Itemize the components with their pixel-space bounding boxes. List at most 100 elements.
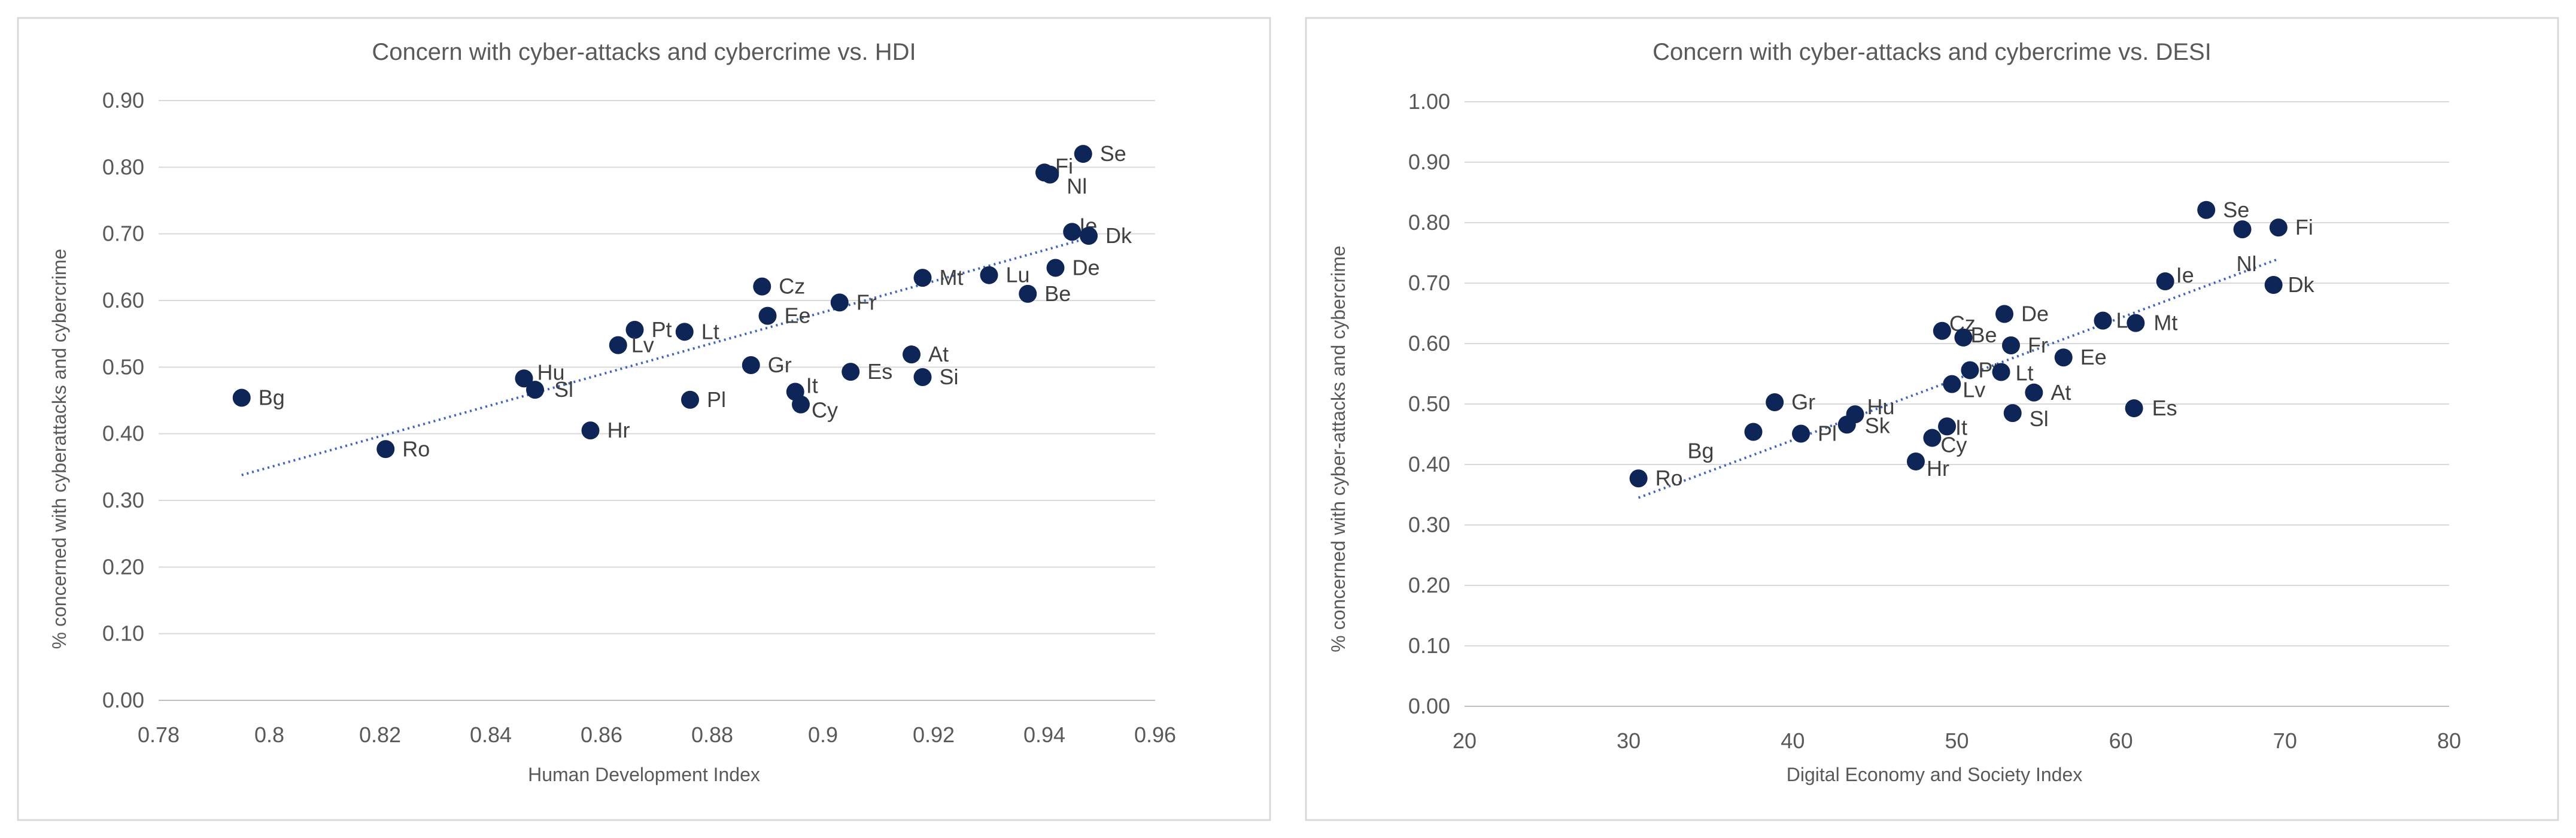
data-point-ro[interactable]: [376, 440, 395, 459]
x-tick-label: 70: [2273, 728, 2297, 753]
y-tick-label: 0.60: [1408, 331, 1450, 356]
x-tick-label: 40: [1781, 728, 1805, 753]
x-tick-label: 20: [1453, 728, 1477, 753]
data-point-fr[interactable]: [830, 293, 849, 312]
data-point-mt[interactable]: [2127, 314, 2145, 332]
data-point-lv[interactable]: [609, 336, 627, 354]
data-point-fi[interactable]: [2269, 218, 2288, 237]
data-point-hr[interactable]: [581, 421, 600, 440]
data-point-dk[interactable]: [2264, 276, 2283, 294]
data-point-lt[interactable]: [1992, 363, 2010, 381]
chart-frame: [1305, 17, 2559, 821]
data-point-ee[interactable]: [2054, 348, 2073, 367]
y-tick-label: 0.80: [102, 154, 144, 179]
data-label-es: Es: [2152, 396, 2177, 420]
data-label-pt: Pt: [652, 317, 672, 342]
data-label-it: It: [1955, 415, 1967, 439]
data-point-mt[interactable]: [913, 269, 932, 287]
y-tick-label: 0.00: [1408, 694, 1450, 718]
data-point-gr[interactable]: [1766, 393, 1784, 411]
y-tick-label: 0.70: [102, 221, 144, 246]
y-tick-label: 0.40: [1408, 452, 1450, 476]
data-label-fr: Fr: [856, 290, 877, 314]
data-label-cz: Cz: [779, 274, 805, 299]
x-tick-label: 0.84: [470, 722, 512, 747]
data-point-si[interactable]: [913, 368, 932, 387]
x-tick-label: 0.88: [691, 722, 733, 747]
data-point-hu[interactable]: [515, 369, 533, 388]
data-point-lt[interactable]: [675, 323, 694, 341]
data-point-pl[interactable]: [1792, 424, 1811, 443]
data-label-be: Be: [1044, 281, 1071, 306]
data-label-cy: Cy: [812, 398, 838, 423]
x-tick-label: 0.9: [808, 722, 838, 747]
data-label-lv: Lv: [1963, 378, 1985, 402]
data-point-pl[interactable]: [681, 390, 699, 409]
chart-panel-desi: Concern with cyber-attacks and cybercrim…: [1288, 0, 2576, 838]
x-axis-label: Digital Economy and Society Index: [1787, 764, 2082, 785]
data-point-cz[interactable]: [753, 277, 771, 296]
data-point-es[interactable]: [2125, 399, 2143, 418]
data-point-dk[interactable]: [1080, 227, 1098, 245]
data-point-pt[interactable]: [625, 320, 644, 339]
data-point-bg[interactable]: [1744, 423, 1763, 441]
data-label-lv: Lv: [631, 333, 654, 357]
data-point-pt[interactable]: [1961, 361, 1979, 379]
data-point-ee[interactable]: [758, 306, 777, 325]
data-label-lu: Lu: [1006, 263, 1030, 287]
data-point-lu[interactable]: [980, 266, 998, 284]
data-label-bg: Bg: [1688, 438, 1714, 463]
data-point-es[interactable]: [842, 363, 860, 381]
data-point-se[interactable]: [1074, 145, 1092, 163]
data-point-de[interactable]: [1995, 305, 2014, 323]
data-point-cy[interactable]: [1923, 429, 1942, 447]
data-point-ro[interactable]: [1629, 469, 1648, 488]
data-label-si: Si: [940, 365, 959, 389]
data-point-de[interactable]: [1046, 259, 1065, 277]
data-label-sl: Sl: [2030, 406, 2049, 431]
data-point-se[interactable]: [2197, 201, 2216, 219]
data-label-pl: Pl: [1818, 421, 1837, 445]
data-point-nl[interactable]: [1041, 165, 1059, 184]
data-point-sl[interactable]: [526, 381, 544, 399]
data-label-hr: Hr: [607, 418, 630, 442]
data-label-mt: Mt: [2153, 311, 2177, 335]
data-point-at[interactable]: [2025, 383, 2043, 402]
data-point-cy[interactable]: [792, 395, 810, 414]
data-point-hr[interactable]: [1906, 452, 1925, 470]
data-label-mt: Mt: [940, 265, 964, 290]
data-point-gr[interactable]: [742, 356, 760, 374]
y-axis-label: % concerned with cyberattacks and cyberc…: [48, 249, 70, 649]
data-point-bg[interactable]: [232, 388, 251, 407]
data-label-ro: Ro: [1655, 466, 1683, 490]
data-point-be[interactable]: [1954, 328, 1973, 347]
chart-title: Concern with cyber-attacks and cybercrim…: [372, 39, 916, 65]
data-label-fi: Fi: [2295, 215, 2313, 239]
x-axis-label: Human Development Index: [528, 764, 760, 785]
data-point-nl[interactable]: [2233, 220, 2252, 239]
x-tick-label: 0.86: [581, 722, 622, 747]
y-tick-label: 0.30: [1408, 512, 1450, 537]
x-tick-label: 50: [1945, 728, 1969, 753]
x-tick-label: 60: [2109, 728, 2133, 753]
data-label-ie: Ie: [2176, 263, 2194, 287]
data-point-at[interactable]: [903, 345, 921, 364]
data-point-it[interactable]: [1938, 417, 1957, 436]
y-tick-label: 0.50: [102, 354, 144, 379]
chart-frame: [17, 17, 1271, 821]
data-point-lu[interactable]: [2094, 311, 2112, 330]
data-label-lt: Lt: [2016, 360, 2034, 385]
data-label-se: Se: [2223, 198, 2249, 222]
data-point-cz[interactable]: [1933, 321, 1951, 340]
data-label-lt: Lt: [701, 319, 719, 344]
data-label-ro: Ro: [402, 436, 430, 461]
data-point-ie[interactable]: [1063, 223, 1082, 241]
data-point-be[interactable]: [1019, 284, 1037, 303]
data-point-ie[interactable]: [2156, 272, 2174, 290]
data-label-it: It: [806, 374, 818, 398]
data-point-sk[interactable]: [1837, 415, 1856, 434]
y-tick-label: 0.50: [1408, 391, 1450, 416]
data-point-sl[interactable]: [2003, 404, 2022, 423]
data-point-lv[interactable]: [1943, 375, 1961, 393]
data-point-fr[interactable]: [2001, 336, 2020, 355]
